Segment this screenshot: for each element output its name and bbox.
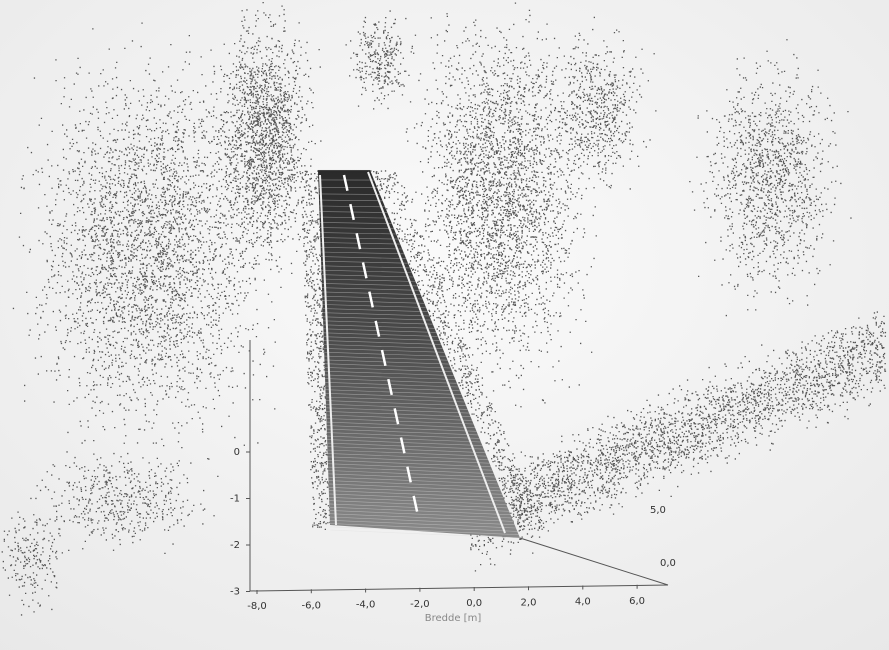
y-tick-label: 0,0: [660, 558, 676, 569]
background: [0, 0, 889, 650]
x-tick-label: -2,0: [410, 599, 430, 610]
point-cloud-view: Bredde [m] -8,0 -6,0 -4,0 -2,0 0,0 2,0 4,0 6,0 0…: [0, 0, 889, 650]
y-tick-label: 5,0: [650, 505, 666, 516]
z-tick-label: -3: [230, 587, 240, 598]
x-tick-label: 0,0: [466, 598, 482, 609]
x-tick-label: -4,0: [356, 600, 376, 611]
x-tick-label: 2,0: [521, 597, 537, 608]
z-tick-label: -2: [230, 540, 240, 551]
x-tick-label: -8,0: [247, 601, 267, 612]
x-tick-label: 4,0: [575, 597, 591, 608]
z-tick-label: 0: [234, 447, 240, 458]
z-tick-label: -1: [230, 494, 240, 505]
x-axis-label: Bredde [m]: [425, 613, 482, 624]
x-tick-label: 6,0: [629, 596, 645, 607]
x-tick-label: -6,0: [302, 600, 322, 611]
